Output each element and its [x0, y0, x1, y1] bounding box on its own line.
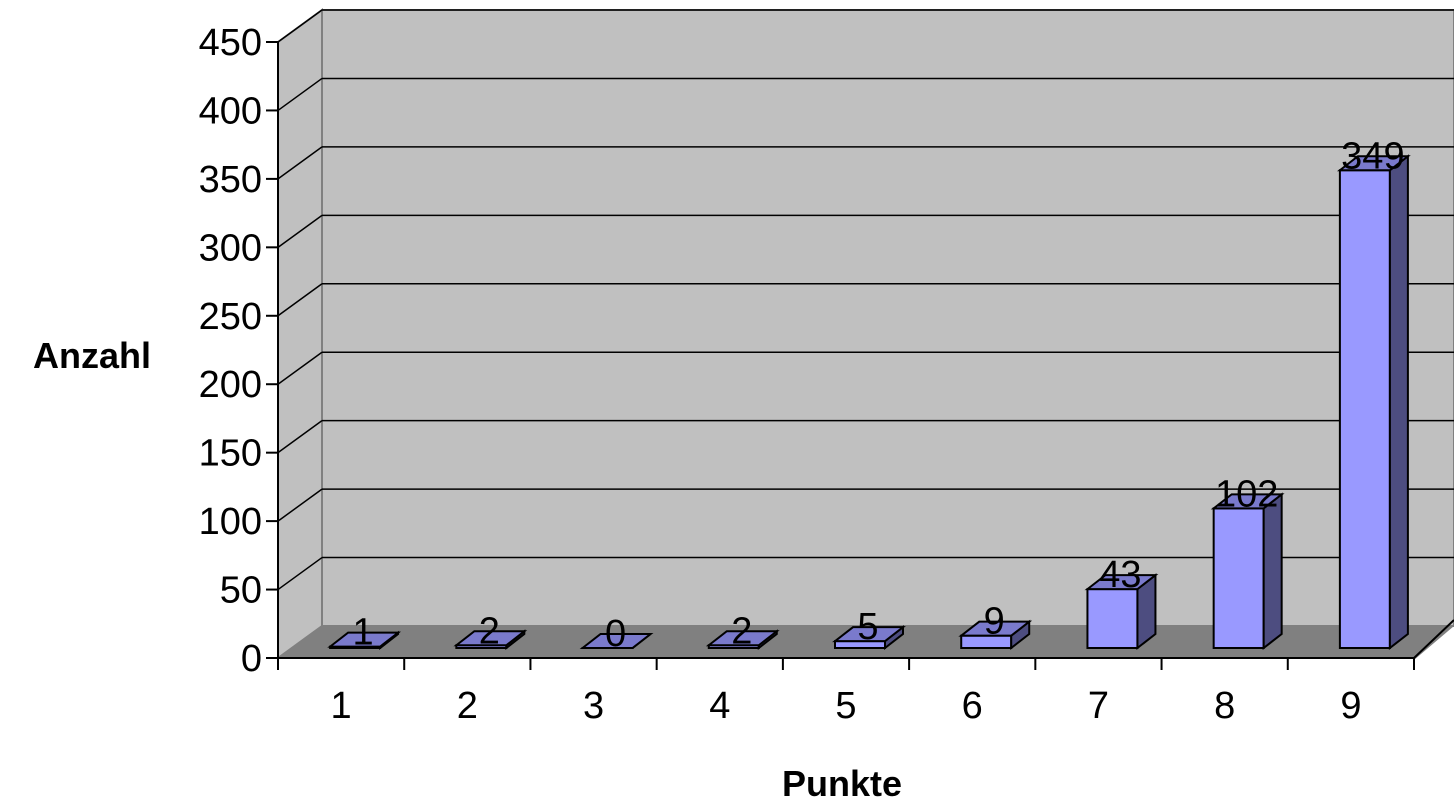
x-tick-label: 3 — [583, 685, 604, 727]
x-tick-label: 1 — [331, 685, 352, 727]
bar — [327, 630, 402, 651]
bar-top — [1210, 493, 1285, 510]
x-tick-label: 9 — [1340, 685, 1361, 727]
data-label: 9 — [984, 601, 1005, 643]
bar-top — [579, 633, 654, 649]
bar-front — [1086, 588, 1139, 649]
y-tick-label: 300 — [199, 227, 262, 269]
data-label: 102 — [1215, 473, 1278, 515]
bar-top — [1336, 155, 1411, 172]
y-axis-title: Anzahl — [33, 335, 151, 376]
bar-top — [327, 631, 402, 648]
gridline-side — [277, 351, 323, 385]
x-tick-label: 6 — [962, 685, 983, 727]
gridline-side — [277, 283, 323, 317]
gridline-side — [277, 9, 323, 43]
x-tick-label: 8 — [1214, 685, 1235, 727]
y-tick-label: 350 — [199, 159, 262, 201]
bar — [453, 629, 528, 651]
data-label: 2 — [479, 610, 500, 652]
gridline-side — [277, 77, 323, 112]
floor-edge — [1413, 619, 1454, 659]
x-tick-label: 4 — [709, 685, 730, 727]
bar-top — [453, 630, 528, 647]
back-wall — [321, 9, 1454, 627]
data-label: 43 — [1099, 554, 1141, 596]
data-label: 2 — [731, 610, 752, 652]
x-axis-title: Punkte — [782, 763, 902, 802]
data-labels: 1 2 0 2 5 9 43 102 349 — [353, 135, 1405, 655]
gridline-side — [277, 420, 323, 454]
bar-top — [832, 626, 906, 643]
y-tick-label: 0 — [241, 638, 262, 680]
bar-front — [1212, 507, 1265, 649]
y-tick-label: 150 — [199, 433, 262, 475]
y-tick-label: 200 — [199, 364, 262, 406]
x-tick-label: 2 — [457, 685, 478, 727]
gridline-side — [277, 488, 323, 522]
bar — [1084, 573, 1159, 651]
bar — [832, 625, 906, 651]
bar-top — [1084, 574, 1159, 591]
bar — [705, 629, 780, 651]
x-tick-label: 7 — [1088, 685, 1109, 727]
bar-side — [1388, 154, 1409, 651]
bar — [1210, 492, 1285, 651]
y-tick-label: 450 — [199, 22, 262, 64]
bar-side — [1262, 492, 1283, 651]
data-label: 0 — [605, 613, 626, 655]
data-label: 5 — [857, 606, 878, 648]
gridlines — [277, 9, 1454, 591]
bar — [579, 633, 654, 650]
bar — [1336, 154, 1411, 651]
bars — [327, 154, 1411, 651]
y-tick-label: 50 — [220, 570, 262, 612]
axes — [266, 41, 1454, 670]
bar-top — [705, 630, 780, 647]
gridline-side — [277, 146, 323, 180]
y-tick-label: 400 — [199, 90, 262, 132]
x-tick-labels: 1 2 3 4 5 6 7 8 9 — [331, 685, 1362, 727]
data-label: 349 — [1341, 135, 1404, 177]
bar-front — [1338, 169, 1391, 649]
x-tick-label: 5 — [835, 685, 856, 727]
gridline-side — [277, 556, 323, 591]
bar-top — [958, 620, 1033, 637]
side-wall — [277, 8, 323, 660]
y-tick-label: 250 — [199, 296, 262, 338]
data-label: 1 — [353, 612, 374, 654]
y-tick-labels: 0 50 100 150 200 250 300 350 400 450 — [199, 22, 262, 680]
y-tick-label: 100 — [199, 501, 262, 543]
bar — [958, 619, 1033, 651]
gridline-side — [277, 214, 323, 248]
